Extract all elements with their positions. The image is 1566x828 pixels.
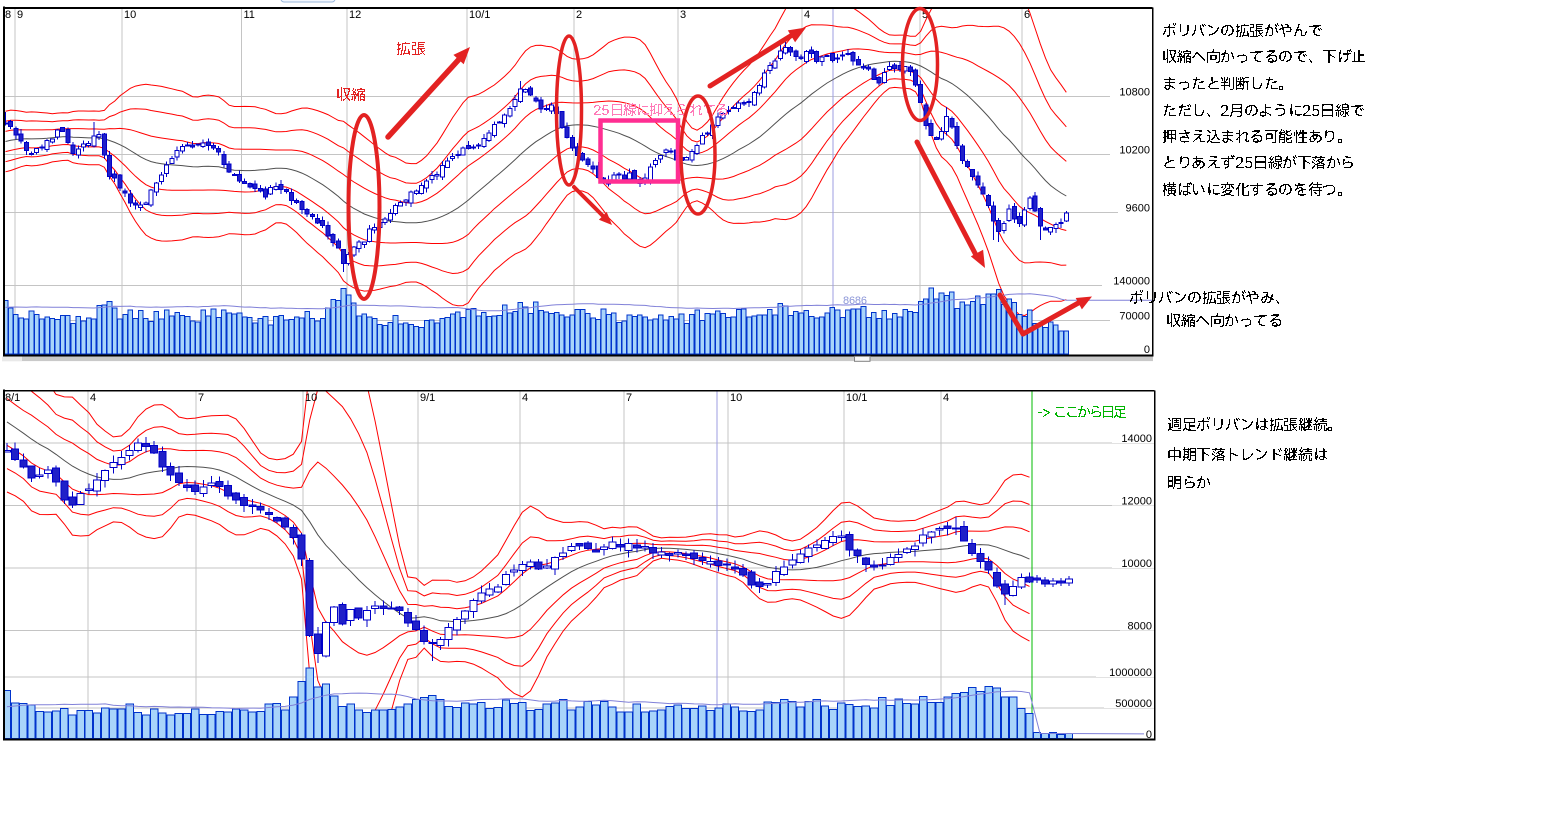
svg-text:6: 6 [1024, 9, 1030, 21]
svg-text:140000: 140000 [1113, 276, 1150, 288]
svg-text:7: 7 [626, 392, 632, 404]
svg-text:8686: 8686 [843, 295, 867, 307]
svg-text:5: 5 [922, 9, 928, 21]
svg-text:1000000: 1000000 [1109, 667, 1152, 679]
svg-text:8000: 8000 [1128, 621, 1152, 633]
svg-text:10800: 10800 [1119, 87, 1150, 99]
svg-text:4: 4 [804, 9, 810, 21]
svg-text:4: 4 [943, 392, 949, 404]
svg-text:500000: 500000 [1115, 698, 1152, 710]
svg-text:10/1: 10/1 [846, 392, 867, 404]
svg-text:10200: 10200 [1119, 145, 1150, 157]
svg-text:9/1: 9/1 [420, 392, 435, 404]
svg-text:9: 9 [17, 9, 23, 21]
svg-text:3: 3 [680, 9, 686, 21]
svg-text:4: 4 [90, 392, 96, 404]
svg-text:10: 10 [305, 392, 317, 404]
svg-text:10: 10 [730, 392, 742, 404]
svg-text:8: 8 [5, 9, 11, 21]
svg-text:0: 0 [1146, 729, 1152, 741]
svg-text:10000: 10000 [1121, 558, 1152, 570]
svg-text:9600: 9600 [1126, 203, 1150, 215]
svg-text:7: 7 [198, 392, 204, 404]
svg-text:10/1: 10/1 [469, 9, 490, 21]
svg-text:12: 12 [349, 9, 361, 21]
svg-text:2: 2 [576, 9, 582, 21]
svg-text:70000: 70000 [1119, 311, 1150, 323]
svg-text:8/1: 8/1 [5, 392, 20, 404]
svg-text:0: 0 [1144, 344, 1150, 356]
svg-text:12000: 12000 [1121, 496, 1152, 508]
svg-text:4: 4 [522, 392, 528, 404]
svg-text:11: 11 [244, 9, 255, 21]
svg-text:10: 10 [124, 9, 136, 21]
svg-text:14000: 14000 [1121, 433, 1152, 445]
